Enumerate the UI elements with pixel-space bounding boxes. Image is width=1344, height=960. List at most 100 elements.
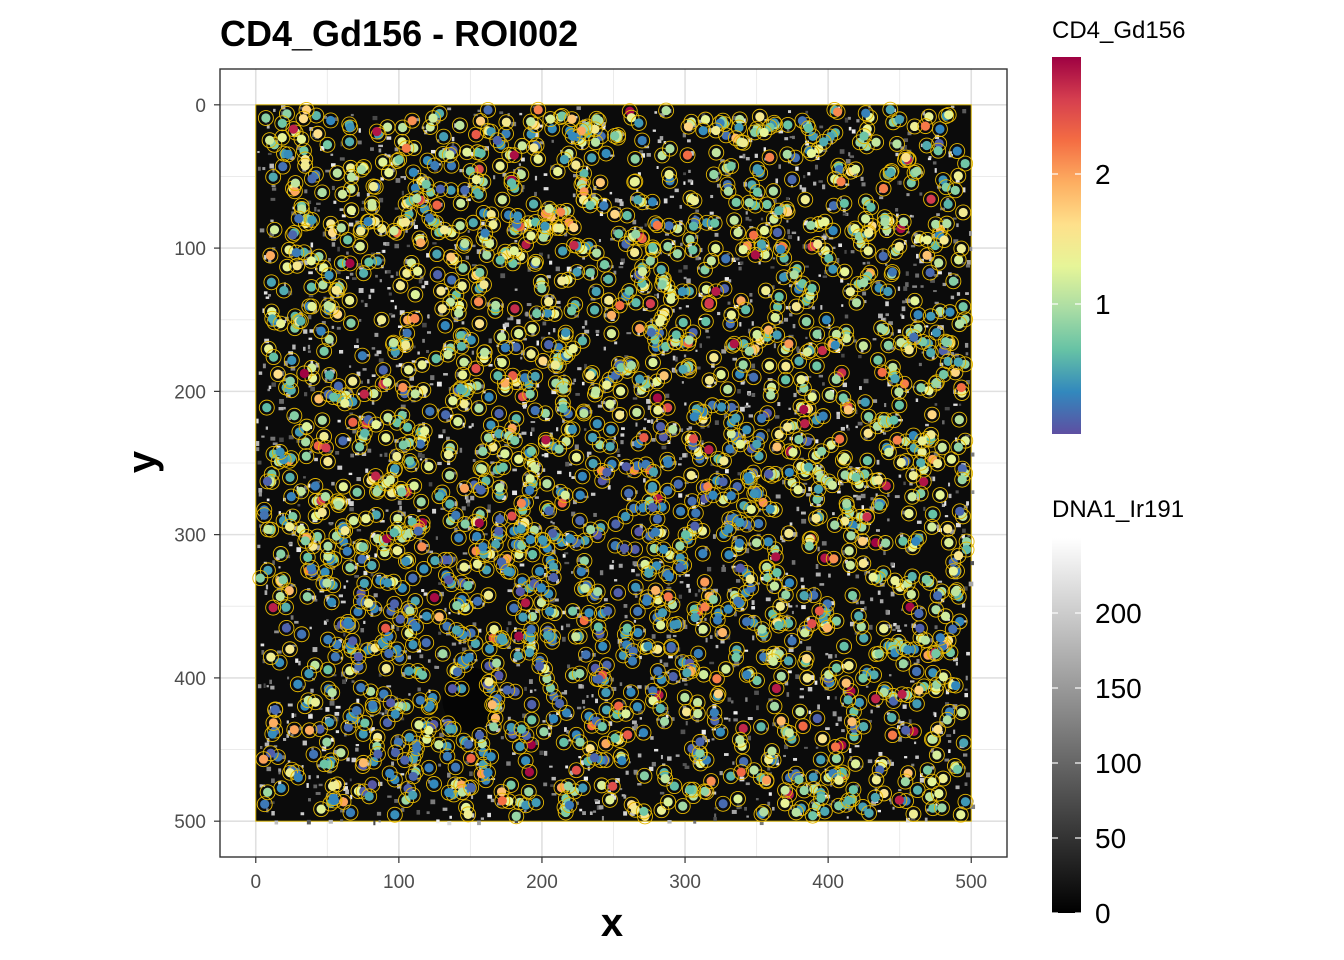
nuclei-speck bbox=[522, 402, 527, 407]
cell-point bbox=[887, 730, 898, 740]
nuclei-speck bbox=[343, 782, 348, 786]
cell-point bbox=[475, 116, 486, 126]
nuclei-speck bbox=[537, 472, 540, 478]
cell-outline bbox=[756, 222, 773, 239]
nuclei-speck bbox=[256, 418, 259, 424]
nuclei-speck bbox=[937, 271, 942, 275]
nuclei-speck bbox=[413, 219, 416, 222]
cell-point bbox=[926, 311, 936, 321]
cell-outline bbox=[724, 337, 741, 354]
nuclei-speck bbox=[417, 452, 423, 458]
cell-point bbox=[319, 431, 329, 442]
nuclei-speck bbox=[644, 223, 647, 227]
nuclei-speck bbox=[288, 730, 291, 735]
cell-point bbox=[324, 717, 335, 728]
cell-outline bbox=[767, 548, 784, 565]
nuclei-speck bbox=[467, 502, 470, 507]
cell-point bbox=[494, 670, 504, 681]
nuclei-speck bbox=[680, 729, 686, 735]
cell-point bbox=[529, 199, 539, 209]
nuclei-speck bbox=[872, 399, 878, 403]
nuclei-speck bbox=[773, 198, 777, 203]
cell-point bbox=[733, 227, 743, 238]
nuclei-speck bbox=[421, 285, 426, 289]
cell-point bbox=[598, 641, 608, 652]
nuclei-speck bbox=[438, 631, 442, 635]
nuclei-speck bbox=[555, 266, 560, 272]
nuclei-speck bbox=[626, 685, 632, 689]
cell-outline bbox=[467, 635, 484, 652]
nuclei-speck bbox=[683, 172, 687, 176]
cell-point bbox=[364, 257, 374, 267]
nuclei-speck bbox=[363, 620, 366, 625]
nuclei-speck bbox=[318, 783, 323, 787]
nuclei-speck bbox=[395, 178, 401, 183]
cell-point bbox=[471, 363, 481, 374]
nuclei-speck bbox=[789, 136, 793, 139]
cell-point bbox=[606, 328, 617, 339]
nuclei-speck bbox=[710, 463, 715, 466]
nuclei-speck bbox=[706, 385, 712, 389]
cell-point bbox=[860, 469, 870, 479]
nuclei-speck bbox=[557, 470, 562, 475]
nuclei-speck bbox=[584, 320, 588, 326]
nuclei-speck bbox=[803, 175, 806, 179]
nuclei-speck bbox=[966, 772, 971, 778]
cell-point bbox=[664, 221, 674, 231]
cell-point bbox=[466, 335, 476, 345]
cell-point bbox=[292, 261, 302, 271]
cell-outline bbox=[443, 271, 460, 288]
cell-point bbox=[768, 609, 778, 619]
nuclei-speck bbox=[643, 427, 647, 431]
nuclei-speck bbox=[487, 812, 492, 818]
nuclei-speck bbox=[749, 299, 753, 303]
nuclei-speck bbox=[479, 444, 484, 450]
nuclei-speck bbox=[678, 307, 682, 310]
nuclei-speck bbox=[938, 314, 943, 318]
nuclei-speck bbox=[567, 463, 573, 466]
cell-point bbox=[956, 810, 966, 820]
nuclei-speck bbox=[613, 270, 617, 275]
nuclei-speck bbox=[683, 181, 686, 185]
cell-point bbox=[408, 167, 418, 178]
nuclei-speck bbox=[582, 811, 586, 816]
nuclei-speck bbox=[705, 637, 708, 643]
nuclei-speck bbox=[516, 166, 520, 171]
cell-point bbox=[829, 554, 839, 564]
nuclei-speck bbox=[652, 129, 656, 132]
cell-point bbox=[516, 169, 526, 180]
nuclei-speck bbox=[698, 589, 701, 593]
nuclei-speck bbox=[619, 462, 624, 466]
nuclei-speck bbox=[659, 791, 665, 795]
nuclei-speck bbox=[965, 264, 970, 268]
nuclei-speck bbox=[784, 137, 789, 141]
nuclei-speck bbox=[348, 222, 354, 227]
cell-point bbox=[473, 297, 484, 307]
nuclei-speck bbox=[272, 442, 278, 446]
nuclei-speck bbox=[944, 702, 950, 707]
nuclei-speck bbox=[316, 576, 322, 582]
nuclei-speck bbox=[933, 290, 937, 293]
nuclei-speck bbox=[310, 688, 314, 693]
nuclei-speck bbox=[840, 426, 845, 431]
nuclei-speck bbox=[714, 807, 719, 810]
nuclei-speck bbox=[571, 511, 576, 517]
cell-outline bbox=[628, 404, 645, 421]
nuclei-speck bbox=[710, 194, 714, 199]
cell-outline bbox=[506, 147, 523, 164]
cell-point bbox=[844, 546, 854, 556]
cell-outline bbox=[399, 325, 416, 342]
nuclei-speck bbox=[955, 661, 958, 666]
nuclei-speck bbox=[353, 175, 359, 181]
nuclei-speck bbox=[898, 474, 902, 478]
cell-outline bbox=[355, 159, 372, 175]
nuclei-speck bbox=[649, 490, 654, 495]
nuclei-speck bbox=[747, 373, 752, 377]
nuclei-speck bbox=[602, 198, 607, 204]
nuclei-speck bbox=[764, 244, 770, 249]
nuclei-speck bbox=[343, 585, 346, 589]
nuclei-speck bbox=[944, 406, 950, 411]
nuclei-speck bbox=[278, 566, 281, 569]
cell-point bbox=[916, 488, 926, 499]
nuclei-speck bbox=[842, 382, 848, 388]
